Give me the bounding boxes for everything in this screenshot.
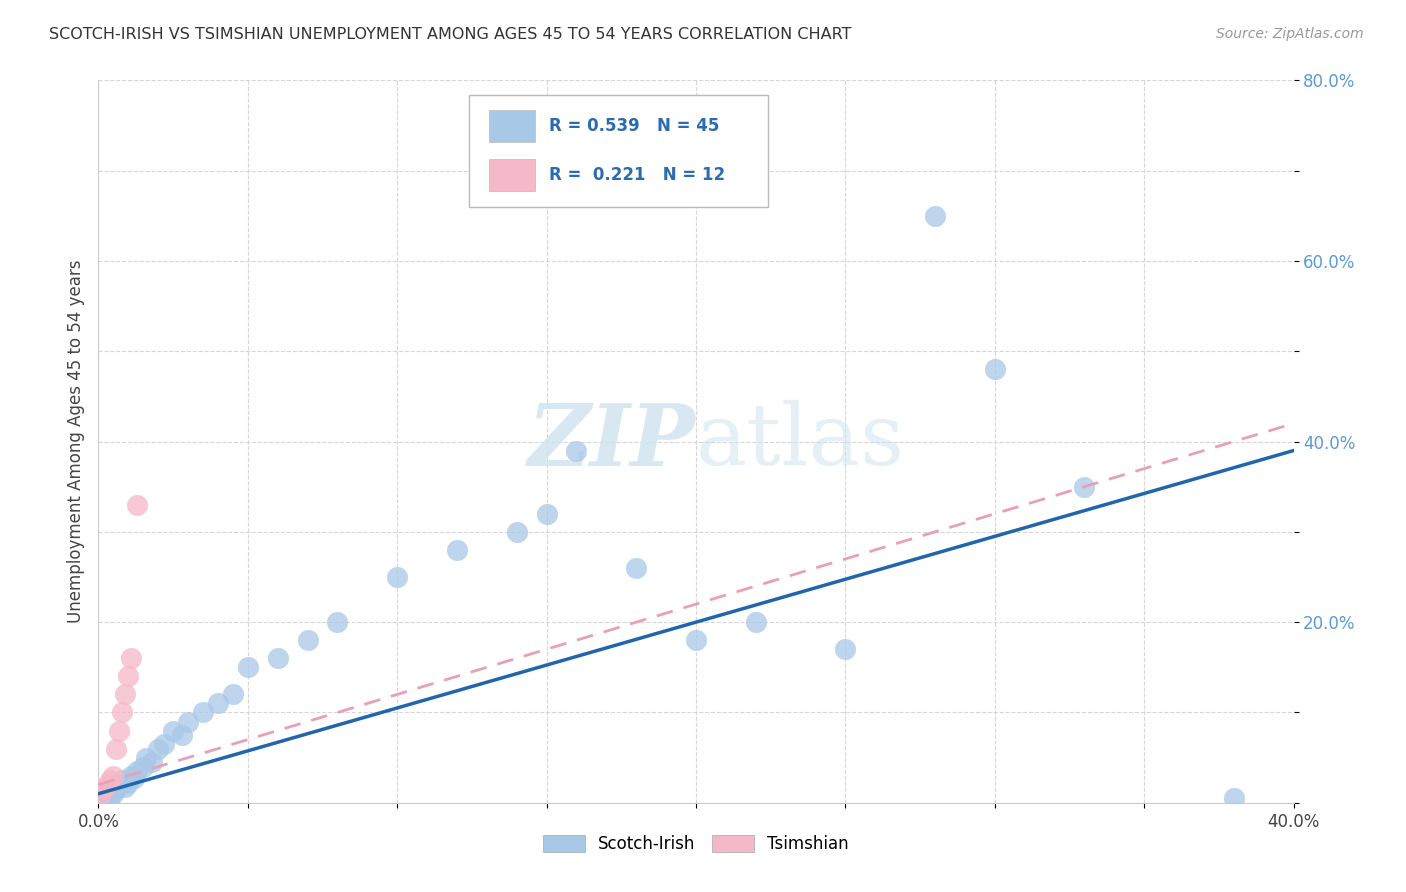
Point <box>924 209 946 223</box>
Point <box>135 750 157 764</box>
Bar <box>489 110 534 142</box>
Point <box>98 785 122 799</box>
Point <box>153 737 176 751</box>
Point <box>446 542 468 557</box>
Point <box>90 791 112 805</box>
Point <box>267 651 290 665</box>
Point <box>326 615 349 630</box>
Point <box>117 776 139 790</box>
Point <box>1073 480 1095 494</box>
Text: R =  0.221   N = 12: R = 0.221 N = 12 <box>548 166 725 184</box>
Point <box>108 723 131 738</box>
Point <box>96 787 118 801</box>
Point <box>111 773 134 788</box>
Point <box>98 789 122 803</box>
Point <box>162 723 184 738</box>
Point <box>103 780 125 794</box>
Point <box>96 782 118 797</box>
FancyBboxPatch shape <box>470 95 768 207</box>
Text: Source: ZipAtlas.com: Source: ZipAtlas.com <box>1216 27 1364 41</box>
Point <box>207 697 229 711</box>
Point <box>148 741 170 756</box>
Point <box>536 507 558 521</box>
Point <box>108 778 131 792</box>
Point <box>111 706 134 720</box>
Point <box>132 760 155 774</box>
Point <box>105 741 128 756</box>
Point <box>120 769 142 783</box>
Point <box>222 687 245 701</box>
Point <box>834 642 856 657</box>
Point <box>103 769 125 783</box>
Point <box>297 633 319 648</box>
Point <box>236 660 259 674</box>
Point <box>565 443 588 458</box>
Point <box>984 362 1007 376</box>
Point <box>120 651 142 665</box>
Point <box>117 669 139 683</box>
Point <box>93 782 115 797</box>
Text: R = 0.539   N = 45: R = 0.539 N = 45 <box>548 117 720 135</box>
Point <box>1223 791 1246 805</box>
Point <box>98 773 122 788</box>
Legend: Scotch-Irish, Tsimshian: Scotch-Irish, Tsimshian <box>537 828 855 860</box>
Point <box>90 787 112 801</box>
Point <box>103 787 125 801</box>
Bar <box>489 159 534 191</box>
Point <box>506 524 529 539</box>
Text: atlas: atlas <box>696 400 905 483</box>
Point <box>114 687 136 701</box>
Point <box>93 789 115 803</box>
Point <box>745 615 768 630</box>
Point <box>626 561 648 575</box>
Point <box>177 714 200 729</box>
Point <box>127 764 149 779</box>
Y-axis label: Unemployment Among Ages 45 to 54 years: Unemployment Among Ages 45 to 54 years <box>66 260 84 624</box>
Point <box>191 706 214 720</box>
Point <box>141 755 163 769</box>
Point <box>172 728 194 742</box>
Point <box>93 785 115 799</box>
Point <box>385 570 409 584</box>
Point <box>105 782 128 797</box>
Point <box>114 780 136 794</box>
Point <box>685 633 707 648</box>
Point <box>124 771 146 785</box>
Point <box>96 778 118 792</box>
Text: SCOTCH-IRISH VS TSIMSHIAN UNEMPLOYMENT AMONG AGES 45 TO 54 YEARS CORRELATION CHA: SCOTCH-IRISH VS TSIMSHIAN UNEMPLOYMENT A… <box>49 27 852 42</box>
Text: ZIP: ZIP <box>529 400 696 483</box>
Point <box>127 498 149 512</box>
